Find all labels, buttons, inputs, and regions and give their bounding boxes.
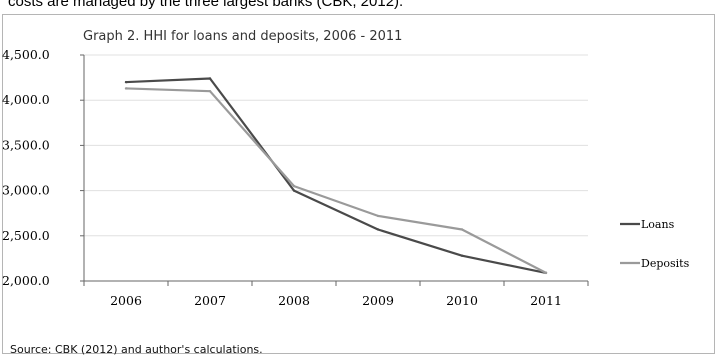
- y-tick-label: 2,500.0: [2, 228, 50, 243]
- source-note: Source: CBK (2012) and author's calculat…: [10, 343, 263, 356]
- data-point-deposits: [460, 228, 464, 231]
- axes: 2,000.0 2,500.0 3,000.0 3,500.0 4,000.0 4,500…: [2, 47, 589, 308]
- data-point-deposits: [544, 271, 548, 275]
- legend: Loans Deposits: [620, 218, 690, 270]
- x-tick-label: 2006: [110, 293, 142, 308]
- series-lines: [124, 77, 548, 275]
- data-point-loans: [292, 189, 296, 192]
- x-tick-label: 2011: [530, 293, 562, 308]
- legend-label-loans: Loans: [641, 218, 675, 231]
- data-point-deposits: [208, 89, 212, 93]
- data-point-loans: [460, 254, 464, 257]
- y-tick-label: 4,000.0: [2, 92, 50, 107]
- data-point-loans: [124, 80, 128, 84]
- grid-lines: [84, 54, 588, 237]
- series-line-deposits: [125, 87, 547, 274]
- page-header-text: costs are managed by the three largest b…: [8, 0, 404, 10]
- legend-label-deposits: Deposits: [641, 257, 690, 270]
- data-point-deposits: [292, 184, 296, 188]
- y-tick-label: 3,500.0: [2, 137, 50, 152]
- data-point-loans: [208, 77, 212, 80]
- x-tick-label: 2010: [446, 293, 478, 308]
- y-tick-label: 4,500.0: [2, 47, 50, 62]
- x-tick-label: 2008: [278, 293, 310, 308]
- y-tick-label: 2,000.0: [2, 273, 50, 288]
- chart-title: Graph 2. HHI for loans and deposits, 200…: [83, 29, 402, 44]
- x-tick-label: 2007: [194, 293, 226, 308]
- figure-frame: [2, 14, 715, 354]
- series-line-loans: [125, 77, 547, 274]
- data-point-deposits: [376, 214, 380, 218]
- data-point-loans: [376, 228, 380, 231]
- x-tick-label: 2009: [362, 293, 394, 308]
- data-point-deposits: [124, 87, 128, 90]
- y-tick-label: 3,000.0: [2, 183, 50, 198]
